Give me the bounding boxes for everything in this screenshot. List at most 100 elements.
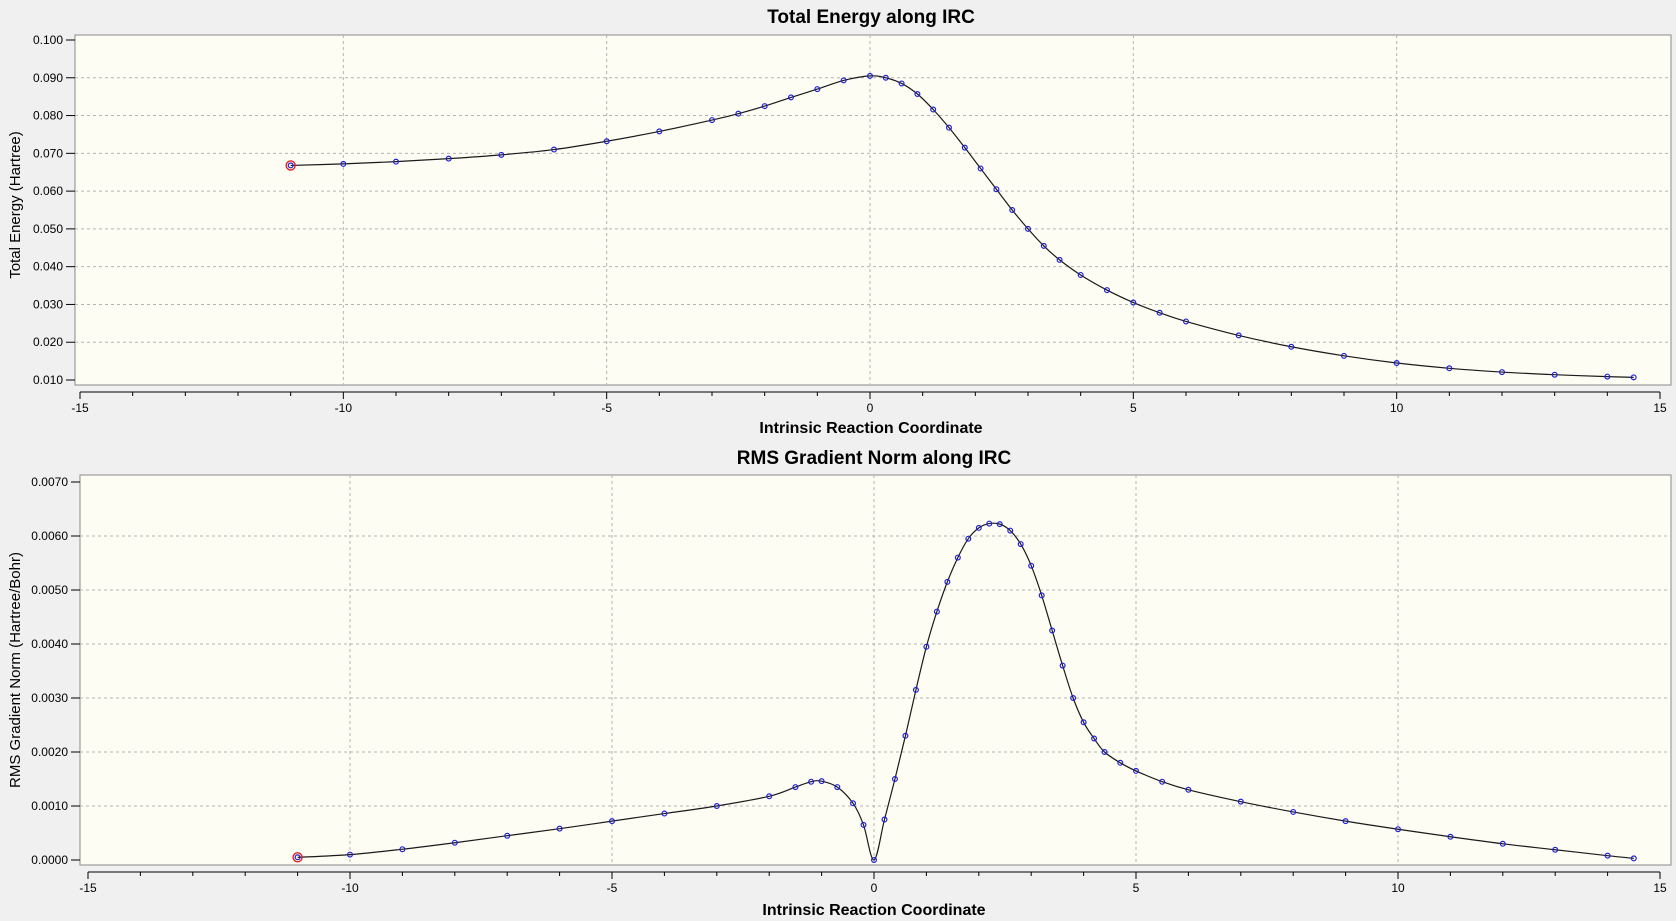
data-point xyxy=(1132,767,1139,774)
data-point xyxy=(902,732,909,739)
data-point xyxy=(944,578,951,585)
data-point xyxy=(912,686,919,693)
data-point xyxy=(834,784,841,791)
y-tick-label: 0.010 xyxy=(33,373,63,387)
x-tick-label: 0 xyxy=(871,881,878,895)
data-point xyxy=(787,94,794,101)
y-tick-label: 0.100 xyxy=(33,33,63,47)
start-point-marker xyxy=(285,160,296,171)
x-tick-label: 5 xyxy=(1130,401,1137,415)
data-point xyxy=(818,778,825,785)
data-point xyxy=(1394,826,1401,833)
data-point xyxy=(1630,374,1637,381)
gradient-series xyxy=(292,520,1637,863)
data-point xyxy=(556,825,563,832)
data-point xyxy=(340,160,347,167)
data-point xyxy=(713,802,720,809)
data-point xyxy=(399,846,406,853)
x-tick-label: 10 xyxy=(1390,401,1404,415)
start-point-marker xyxy=(292,852,303,863)
x-tick-label: 15 xyxy=(1653,881,1667,895)
data-point xyxy=(608,818,615,825)
x-tick-label: 5 xyxy=(1133,881,1140,895)
x-tick-label: 15 xyxy=(1653,401,1667,415)
data-point xyxy=(1288,343,1295,350)
data-point xyxy=(1185,786,1192,793)
x-tick-label: -15 xyxy=(79,881,97,895)
data-point xyxy=(923,643,930,650)
y-tick-label: 0.0010 xyxy=(31,799,68,813)
data-point xyxy=(1056,256,1063,263)
data-point xyxy=(1059,662,1066,669)
data-point xyxy=(860,821,867,828)
data-point xyxy=(954,554,961,561)
chart-title: RMS Gradient Norm along IRC xyxy=(737,448,1012,469)
data-point xyxy=(661,810,668,817)
data-point xyxy=(1040,242,1047,249)
grid-lines xyxy=(75,35,1671,385)
data-point xyxy=(1024,225,1031,232)
x-tick-label: 0 xyxy=(867,401,874,415)
data-point xyxy=(347,851,354,858)
y-tick-label: 0.0040 xyxy=(31,637,68,651)
data-point xyxy=(1159,778,1166,785)
data-point xyxy=(1393,360,1400,367)
y-axis-label: RMS Gradient Norm (Hartree/Bohr) xyxy=(7,552,24,788)
data-point xyxy=(761,103,768,110)
data-point xyxy=(930,106,937,113)
data-point xyxy=(965,535,972,542)
data-point xyxy=(1447,833,1454,840)
y-tick-label: 0.0000 xyxy=(31,853,68,867)
data-point xyxy=(1446,365,1453,372)
data-point xyxy=(1077,271,1084,278)
x-tick-label: -5 xyxy=(601,401,612,415)
data-point xyxy=(792,784,799,791)
y-tick-label: 0.040 xyxy=(33,260,63,274)
data-point xyxy=(1499,840,1506,847)
y-tick-label: 0.030 xyxy=(33,297,63,311)
data-point xyxy=(882,74,889,81)
data-point xyxy=(977,165,984,172)
data-point xyxy=(656,128,663,135)
series-line xyxy=(297,522,1634,861)
data-point xyxy=(933,608,940,615)
data-point xyxy=(975,524,982,531)
plot-area xyxy=(74,34,1672,386)
x-tick-label: -10 xyxy=(341,881,359,895)
data-point xyxy=(1290,808,1297,815)
x-axis-ticks: -15 -10 -5 0 5 10 15 xyxy=(79,871,1667,895)
data-point xyxy=(1604,373,1611,380)
x-axis-label: Intrinsic Reaction Coordinate xyxy=(759,420,982,437)
data-point xyxy=(996,521,1003,528)
x-axis-ticks: -15 -10 -5 0 5 10 15 xyxy=(71,391,1667,415)
data-point xyxy=(1091,735,1098,742)
data-point xyxy=(840,77,847,84)
data-point xyxy=(1117,759,1124,766)
data-point xyxy=(1101,748,1108,755)
y-tick-label: 0.050 xyxy=(33,222,63,236)
data-point xyxy=(287,162,294,169)
data-point xyxy=(961,144,968,151)
y-tick-label: 0.0060 xyxy=(31,529,68,543)
data-point xyxy=(1009,207,1016,214)
data-point xyxy=(914,91,921,98)
data-point xyxy=(945,124,952,131)
rms-gradient-chart: RMS Gradient Norm along IRC 0.0000 0.0010… xyxy=(7,448,1672,919)
data-point xyxy=(986,520,993,527)
data-point xyxy=(708,117,715,124)
data-point xyxy=(881,816,888,823)
x-tick-label: -10 xyxy=(335,401,353,415)
data-point xyxy=(1130,299,1137,306)
data-point xyxy=(1604,852,1611,859)
plot-area xyxy=(79,474,1672,866)
data-point xyxy=(1342,818,1349,825)
y-axis-label: Total Energy (Hartree) xyxy=(7,131,24,279)
data-point xyxy=(1156,309,1163,316)
data-point xyxy=(393,158,400,165)
data-point xyxy=(1049,627,1056,634)
data-point xyxy=(1498,369,1505,376)
y-tick-label: 0.090 xyxy=(33,71,63,85)
data-point xyxy=(1103,287,1110,294)
data-point xyxy=(445,155,452,162)
